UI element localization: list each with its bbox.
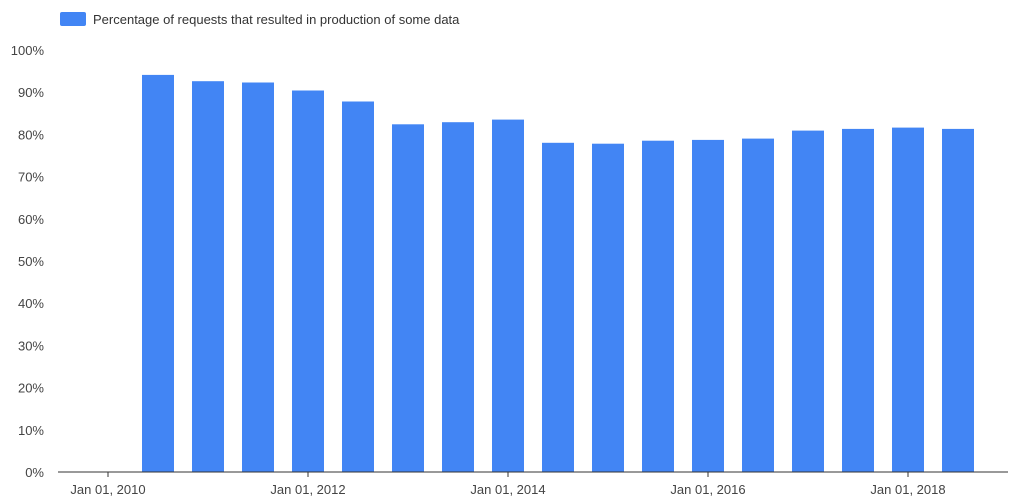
legend-label: Percentage of requests that resulted in …: [93, 12, 460, 27]
y-tick-label: 70%: [18, 170, 44, 185]
y-tick-label: 0%: [25, 465, 44, 480]
legend-swatch: [60, 12, 86, 26]
bar[interactable]: [442, 122, 474, 472]
y-tick-label: 80%: [18, 127, 44, 142]
bar[interactable]: [242, 82, 274, 473]
bar[interactable]: [392, 124, 424, 473]
bar[interactable]: [292, 90, 324, 473]
y-tick-label: 40%: [18, 296, 44, 311]
bar[interactable]: [192, 81, 224, 472]
bar[interactable]: [842, 128, 874, 472]
bar[interactable]: [692, 139, 724, 472]
bar[interactable]: [592, 143, 624, 472]
y-tick-label: 90%: [18, 85, 44, 100]
bars: [142, 74, 974, 473]
x-tick-label: Jan 01, 2018: [870, 482, 945, 497]
y-tick-label: 100%: [11, 43, 45, 58]
x-tick-label: Jan 01, 2016: [670, 482, 745, 497]
y-tick-label: 10%: [18, 423, 44, 438]
legend: Percentage of requests that resulted in …: [60, 12, 460, 27]
bar[interactable]: [642, 140, 674, 472]
bar[interactable]: [742, 138, 774, 472]
bar[interactable]: [492, 119, 524, 472]
bar[interactable]: [142, 74, 174, 473]
x-axis: Jan 01, 2010 Jan 01, 2012 Jan 01, 2014 Jan …: [70, 472, 946, 497]
y-tick-label: 20%: [18, 381, 44, 396]
x-tick-label: Jan 01, 2014: [470, 482, 545, 497]
y-axis: 0% 10% 20% 30% 40% 50% 60% 70% 80% 90% 100%: [11, 43, 45, 480]
bar[interactable]: [542, 142, 574, 473]
x-tick-label: Jan 01, 2010: [70, 482, 145, 497]
y-tick-label: 60%: [18, 212, 44, 227]
y-tick-label: 30%: [18, 338, 44, 353]
bar[interactable]: [792, 130, 824, 472]
x-tick-label: Jan 01, 2012: [270, 482, 345, 497]
y-tick-label: 50%: [18, 254, 44, 269]
bar[interactable]: [942, 128, 974, 472]
bar[interactable]: [342, 101, 374, 473]
bar[interactable]: [892, 127, 924, 472]
